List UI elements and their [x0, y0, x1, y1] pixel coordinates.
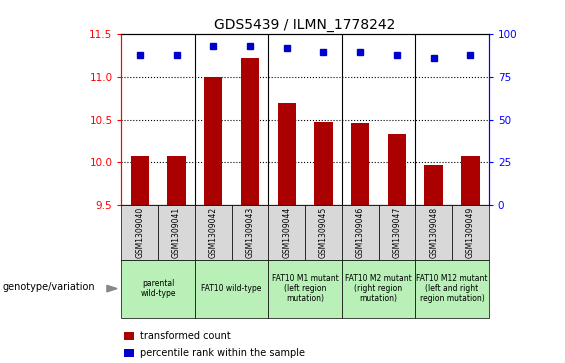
Text: FAT10 M1 mutant
(left region
mutation): FAT10 M1 mutant (left region mutation): [272, 274, 338, 303]
Text: GSM1309042: GSM1309042: [209, 207, 218, 258]
Text: percentile rank within the sample: percentile rank within the sample: [140, 348, 305, 358]
Bar: [424, 165, 443, 205]
Text: GSM1309044: GSM1309044: [282, 207, 291, 258]
Text: GSM1309049: GSM1309049: [466, 207, 475, 258]
Bar: [461, 156, 480, 205]
Text: FAT10 M2 mutant
(right region
mutation): FAT10 M2 mutant (right region mutation): [345, 274, 412, 303]
Text: GSM1309043: GSM1309043: [246, 207, 254, 258]
Bar: [167, 156, 186, 205]
Bar: [314, 122, 333, 205]
Bar: [277, 103, 296, 205]
Text: GSM1309048: GSM1309048: [429, 207, 438, 258]
Text: parental
wild-type: parental wild-type: [141, 279, 176, 298]
Text: GSM1309046: GSM1309046: [356, 207, 364, 258]
Bar: [204, 77, 223, 205]
Title: GDS5439 / ILMN_1778242: GDS5439 / ILMN_1778242: [214, 18, 396, 32]
Bar: [388, 134, 406, 205]
Text: GSM1309045: GSM1309045: [319, 207, 328, 258]
Text: FAT10 M12 mutant
(left and right
region mutation): FAT10 M12 mutant (left and right region …: [416, 274, 488, 303]
Text: transformed count: transformed count: [140, 331, 231, 341]
Text: FAT10 wild-type: FAT10 wild-type: [202, 284, 262, 293]
Bar: [131, 156, 149, 205]
Text: GSM1309041: GSM1309041: [172, 207, 181, 258]
Text: genotype/variation: genotype/variation: [3, 282, 95, 292]
Text: GSM1309047: GSM1309047: [393, 207, 401, 258]
Text: GSM1309040: GSM1309040: [136, 207, 144, 258]
Polygon shape: [107, 285, 117, 292]
Bar: [241, 58, 259, 205]
Bar: [351, 123, 370, 205]
